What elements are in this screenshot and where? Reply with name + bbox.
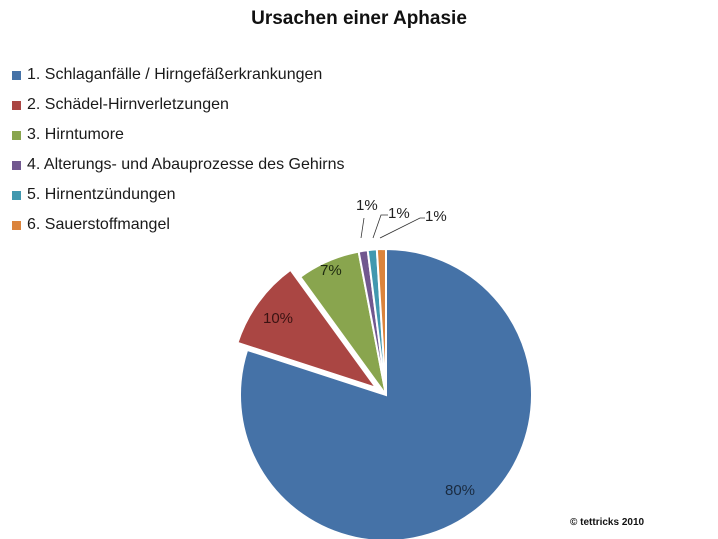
legend-item: 2. Schädel-Hirnverletzungen bbox=[12, 90, 345, 120]
copyright-footer: © tettricks 2010 bbox=[570, 517, 645, 528]
legend-label: 1. Schlaganfälle / Hirngefäßerkrankungen bbox=[27, 66, 323, 83]
legend-item: 3. Hirntumore bbox=[12, 120, 345, 150]
slice-label-10: 10% bbox=[263, 310, 293, 327]
legend-label: 2. Schädel-Hirnverletzungen bbox=[27, 96, 229, 113]
legend-swatch bbox=[12, 70, 21, 80]
slice-label-7: 7% bbox=[320, 262, 342, 279]
legend-label: 3. Hirntumore bbox=[27, 126, 124, 143]
slice-label-80: 80% bbox=[445, 482, 475, 499]
legend-swatch bbox=[12, 130, 21, 140]
legend-item: 6. Sauerstoffmangel bbox=[12, 210, 345, 240]
legend-label: 4. Alterungs- und Abauprozesse des Gehir… bbox=[27, 156, 345, 173]
legend-label: 6. Sauerstoffmangel bbox=[27, 216, 170, 233]
slice-label-1c: 1% bbox=[425, 208, 447, 225]
legend-item: 4. Alterungs- und Abauprozesse des Gehir… bbox=[12, 150, 345, 180]
pie-slice bbox=[375, 247, 387, 396]
legend-label: 5. Hirnentzündungen bbox=[27, 186, 176, 203]
legend-swatch bbox=[12, 160, 21, 170]
legend-item: 1. Schlaganfälle / Hirngefäßerkrankungen bbox=[12, 60, 345, 90]
slice-label-1b: 1% bbox=[388, 205, 410, 222]
legend-swatch bbox=[12, 220, 21, 230]
chart-title: Ursachen einer Aphasie bbox=[251, 8, 467, 29]
legend-item: 5. Hirnentzündungen bbox=[12, 180, 345, 210]
pie-slice bbox=[236, 268, 379, 390]
legend-swatch bbox=[12, 190, 21, 200]
pie-slices bbox=[236, 247, 533, 539]
leader-lines bbox=[360, 214, 425, 239]
legend: 1. Schlaganfälle / Hirngefäßerkrankungen… bbox=[12, 60, 345, 240]
legend-swatch bbox=[12, 100, 21, 110]
slice-label-1a: 1% bbox=[356, 197, 378, 214]
